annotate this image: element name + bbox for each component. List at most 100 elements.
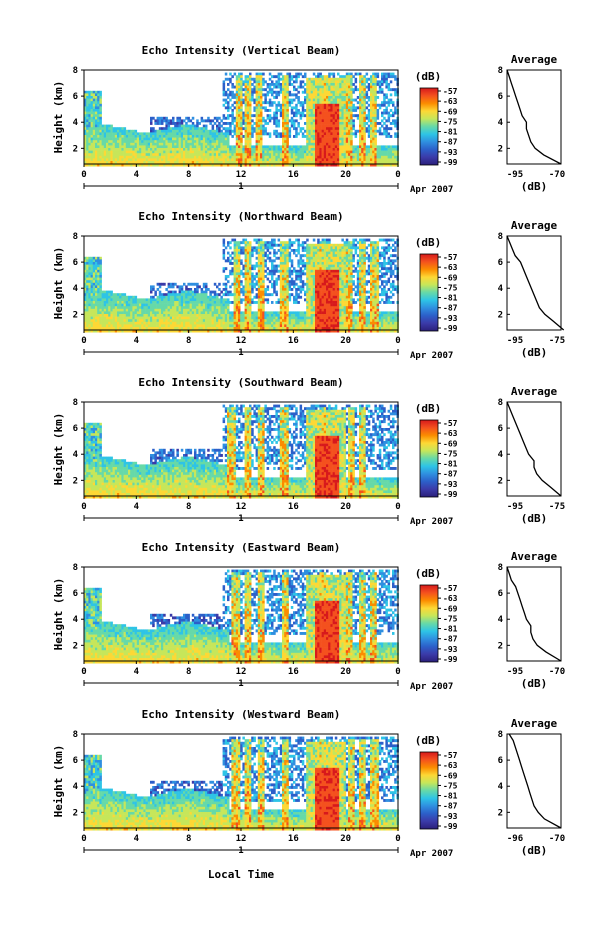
heatmap-cell: [194, 132, 197, 135]
heatmap-cell: [135, 298, 138, 301]
heatmap-cell: [181, 311, 184, 314]
heatmap-cell: [163, 138, 166, 141]
heatmap-cell: [247, 119, 250, 122]
heatmap-cell: [282, 130, 285, 133]
heatmap-cell: [99, 112, 102, 115]
heatmap-cell: [304, 145, 307, 148]
heatmap-cell: [201, 296, 204, 299]
heatmap-cell: [117, 158, 120, 161]
heatmap-cell: [117, 138, 120, 141]
heatmap-cell: [181, 158, 184, 161]
heatmap-cell: [260, 161, 263, 164]
heatmap-cell: [88, 280, 91, 283]
heatmap-cell: [220, 309, 223, 312]
heatmap-cell: [253, 101, 256, 104]
heatmap-cell: [339, 104, 342, 107]
heatmap-cell: [216, 151, 219, 154]
heatmap-cell: [223, 311, 226, 314]
heatmap-cell: [363, 140, 366, 143]
heatmap-cell: [196, 140, 199, 143]
heatmap-cell: [223, 249, 226, 252]
heatmap-cell: [346, 125, 349, 128]
heatmap-cell: [390, 114, 393, 117]
heatmap-cell: [225, 138, 228, 141]
heatmap-cell: [249, 99, 252, 102]
heatmap-cell: [231, 114, 234, 117]
heatmap-cell: [245, 322, 248, 325]
heatmap-cell: [291, 125, 294, 128]
heatmap-cell: [104, 140, 107, 143]
heatmap-cell: [324, 91, 327, 94]
heatmap-cell: [326, 153, 329, 156]
x-tick-label: 20: [340, 170, 351, 180]
heatmap-cell: [139, 156, 142, 159]
heatmap-cell: [185, 322, 188, 325]
heatmap-cell: [110, 158, 113, 161]
heatmap-cell: [187, 140, 190, 143]
heatmap-cell: [308, 88, 311, 91]
heatmap-cell: [258, 135, 261, 138]
heatmap-cell: [93, 272, 96, 275]
heatmap-cell: [205, 138, 208, 141]
heatmap-cell: [366, 145, 369, 148]
heatmap-cell: [370, 132, 373, 135]
heatmap-cell: [148, 138, 151, 141]
heatmap-cell: [91, 265, 94, 268]
heatmap-cell: [388, 145, 391, 148]
heatmap-cell: [110, 145, 113, 148]
heatmap-cell: [223, 143, 226, 146]
heatmap-cell: [185, 132, 188, 135]
heatmap-cell: [289, 127, 292, 130]
heatmap-cell: [278, 132, 281, 135]
heatmap-cell: [352, 156, 355, 159]
heatmap-cell: [335, 88, 338, 91]
heatmap-cell: [346, 88, 349, 91]
heatmap-cell: [141, 148, 144, 151]
heatmap-cell: [286, 122, 289, 125]
heatmap-cell: [240, 272, 243, 275]
heatmap-cell: [293, 80, 296, 83]
heatmap-cell: [238, 153, 241, 156]
heatmap-cell: [390, 161, 393, 164]
heatmap-cell: [192, 145, 195, 148]
heatmap-cell: [187, 314, 190, 317]
heatmap-cell: [319, 158, 322, 161]
heatmap-cell: [317, 83, 320, 86]
heatmap-cell: [238, 283, 241, 286]
heatmap-cell: [183, 317, 186, 320]
heatmap-cell: [220, 324, 223, 327]
heatmap-cell: [344, 86, 347, 89]
heatmap-cell: [256, 78, 259, 81]
heatmap-cell: [115, 151, 118, 154]
heatmap-cell: [308, 135, 311, 138]
heatmap-cell: [366, 148, 369, 151]
heatmap-cell: [95, 322, 98, 325]
heatmap-cell: [128, 161, 131, 164]
heatmap-cell: [130, 298, 133, 301]
heatmap-cell: [203, 291, 206, 294]
heatmap-cell: [236, 291, 239, 294]
heatmap-cell: [240, 117, 243, 120]
heatmap-cell: [172, 122, 175, 125]
heatmap-cell: [286, 145, 289, 148]
heatmap-cell: [324, 106, 327, 109]
heatmap-cell: [341, 132, 344, 135]
heatmap-cell: [245, 249, 248, 252]
heatmap-cell: [313, 140, 316, 143]
heatmap-cell: [223, 298, 226, 301]
heatmap-cell: [377, 83, 380, 86]
heatmap-cell: [286, 86, 289, 89]
heatmap-cell: [97, 309, 100, 312]
heatmap-cell: [198, 296, 201, 299]
heatmap-cell: [86, 259, 89, 262]
heatmap-cell: [267, 91, 270, 94]
heatmap-cell: [108, 135, 111, 138]
heatmap-cell: [88, 148, 91, 151]
heatmap-cell: [238, 86, 241, 89]
heatmap-cell: [185, 311, 188, 314]
heatmap-cell: [225, 324, 228, 327]
heatmap-cell: [137, 138, 140, 141]
heatmap-cell: [284, 148, 287, 151]
heatmap-cell: [278, 78, 281, 81]
heatmap-cell: [234, 259, 237, 262]
